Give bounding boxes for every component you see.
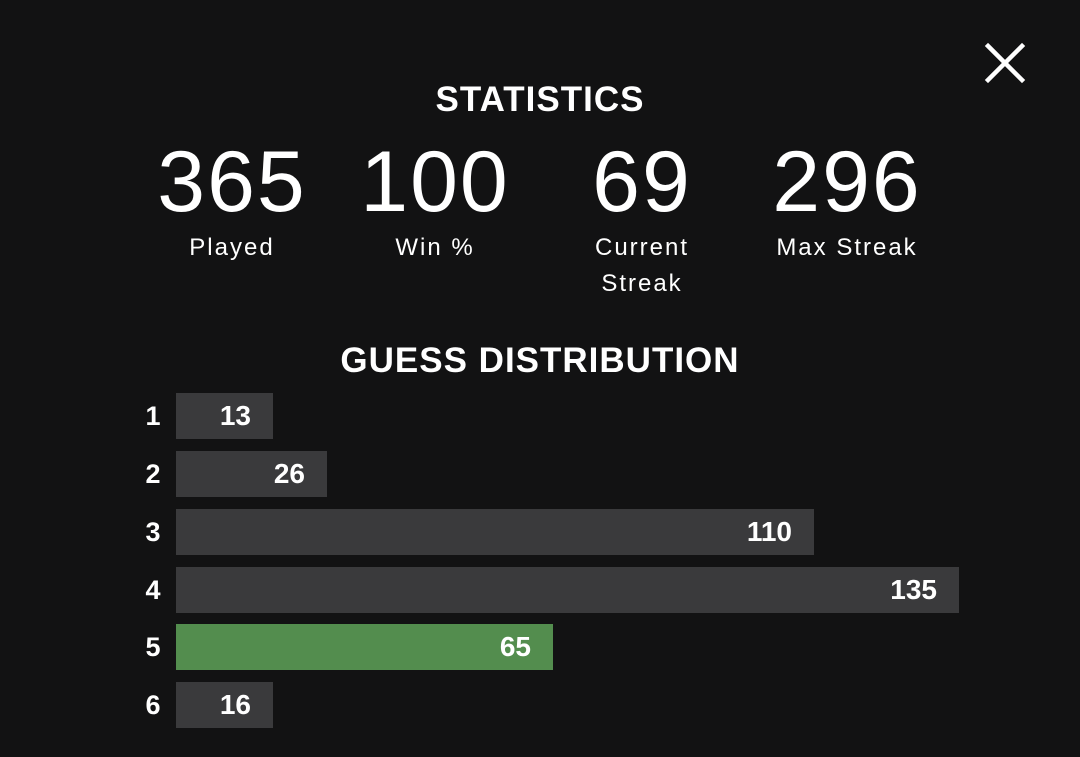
distribution-row-1: 1 13 [0,393,1080,439]
close-button[interactable] [982,40,1028,86]
stat-max-streak-label: Max Streak [776,234,918,261]
distribution-bar-value: 65 [499,631,531,662]
stat-max-streak-value: 296 [772,134,922,230]
distribution-bar: 65 [176,624,553,670]
distribution-row-6: 6 16 [0,682,1080,728]
stat-current-streak-label-line2: Streak [601,270,683,297]
statistics-title: STATISTICS [435,80,645,119]
distribution-bar-value: 16 [219,689,251,720]
stat-win-percent-label: Win % [395,234,475,261]
stat-played-label: Played [189,234,275,261]
guess-number: 2 [145,459,161,489]
distribution-row-3: 3 110 [0,509,1080,555]
distribution-bar: 135 [176,567,959,613]
stat-played-value: 365 [157,134,307,230]
guess-number: 6 [145,690,161,720]
distribution-row-5: 5 65 [0,624,1080,670]
distribution-bar: 110 [176,509,814,555]
distribution-row-2: 2 26 [0,451,1080,497]
stat-win-percent: 100 Win % [340,138,530,266]
distribution-bar-value: 13 [219,400,251,431]
guess-number: 1 [145,401,161,431]
stat-max-streak: 296 Max Streak [752,138,942,266]
close-icon [984,42,1026,84]
guess-distribution-title: GUESS DISTRIBUTION [340,341,740,380]
distribution-bar-value: 110 [746,516,792,547]
guess-number: 5 [145,632,161,662]
distribution-bar-value: 26 [273,458,305,489]
guess-number: 4 [145,575,161,605]
stat-played: 365 Played [137,138,327,266]
distribution-bar: 26 [176,451,327,497]
distribution-bar-value: 135 [890,574,937,605]
stat-current-streak-value: 69 [592,134,692,230]
distribution-bar: 16 [176,682,273,728]
stat-win-percent-value: 100 [360,134,510,230]
stat-current-streak: 69 Current Streak [547,138,737,302]
stat-current-streak-label-line1: Current [594,234,690,261]
distribution-bar: 13 [176,393,273,439]
guess-number: 3 [145,517,161,547]
distribution-row-4: 4 135 [0,567,1080,613]
